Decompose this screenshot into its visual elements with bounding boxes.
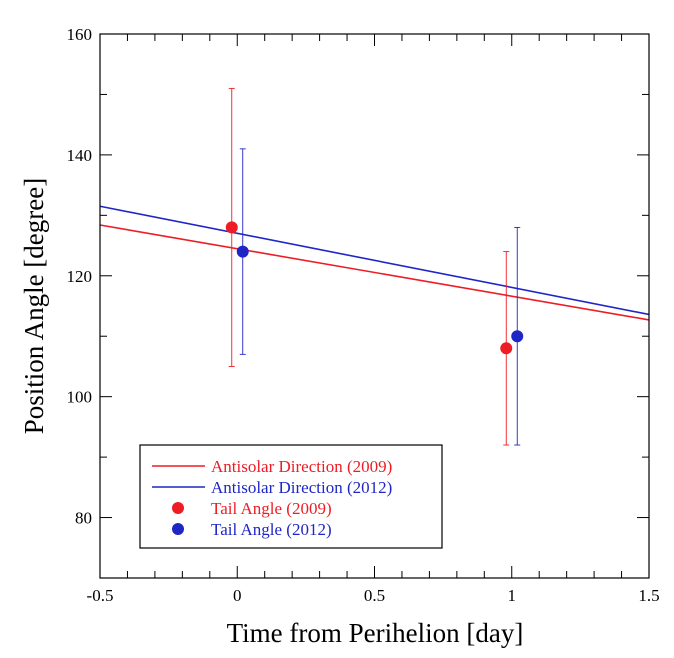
x-tick-label: -0.5 <box>87 586 114 605</box>
x-tick-label: 0 <box>233 586 242 605</box>
data-point <box>500 342 513 355</box>
legend-items: Antisolar Direction (2009) Antisolar Dire… <box>152 457 392 539</box>
series-lines <box>99 205 650 321</box>
y-tick-label: 80 <box>75 509 92 528</box>
legend-label: Tail Angle (2012) <box>211 520 332 539</box>
data-points <box>225 221 524 355</box>
plot-frame <box>99 33 650 579</box>
y-tick-label: 140 <box>67 146 93 165</box>
data-point <box>511 330 524 343</box>
series-line <box>99 224 650 321</box>
legend-label: Antisolar Direction (2012) <box>211 478 392 497</box>
x-tick-label: 1 <box>508 586 517 605</box>
x-tick-label: 0.5 <box>364 586 385 605</box>
x-tick-label: 1.5 <box>638 586 659 605</box>
data-point <box>236 245 249 258</box>
legend-box <box>139 444 443 549</box>
error-bars <box>228 87 521 446</box>
y-tick-label: 100 <box>67 388 93 407</box>
legend-label: Tail Angle (2009) <box>211 499 332 518</box>
y-tick-label: 160 <box>67 25 93 44</box>
data-point <box>225 221 238 234</box>
legend-swatch-marker <box>172 523 184 535</box>
series-line <box>99 205 650 316</box>
legend: Antisolar Direction (2009) Antisolar Dire… <box>139 444 443 549</box>
y-tick-label: 120 <box>67 267 93 286</box>
x-axis-label: Time from Perihelion [day] <box>227 618 524 648</box>
y-axis-label: Position Angle [degree] <box>19 178 49 434</box>
tick-labels: -0.5 0 0.5 1 1.5 80 100 120 140 160 <box>67 25 660 605</box>
legend-swatch-marker <box>172 502 184 514</box>
legend-label: Antisolar Direction (2009) <box>211 457 392 476</box>
